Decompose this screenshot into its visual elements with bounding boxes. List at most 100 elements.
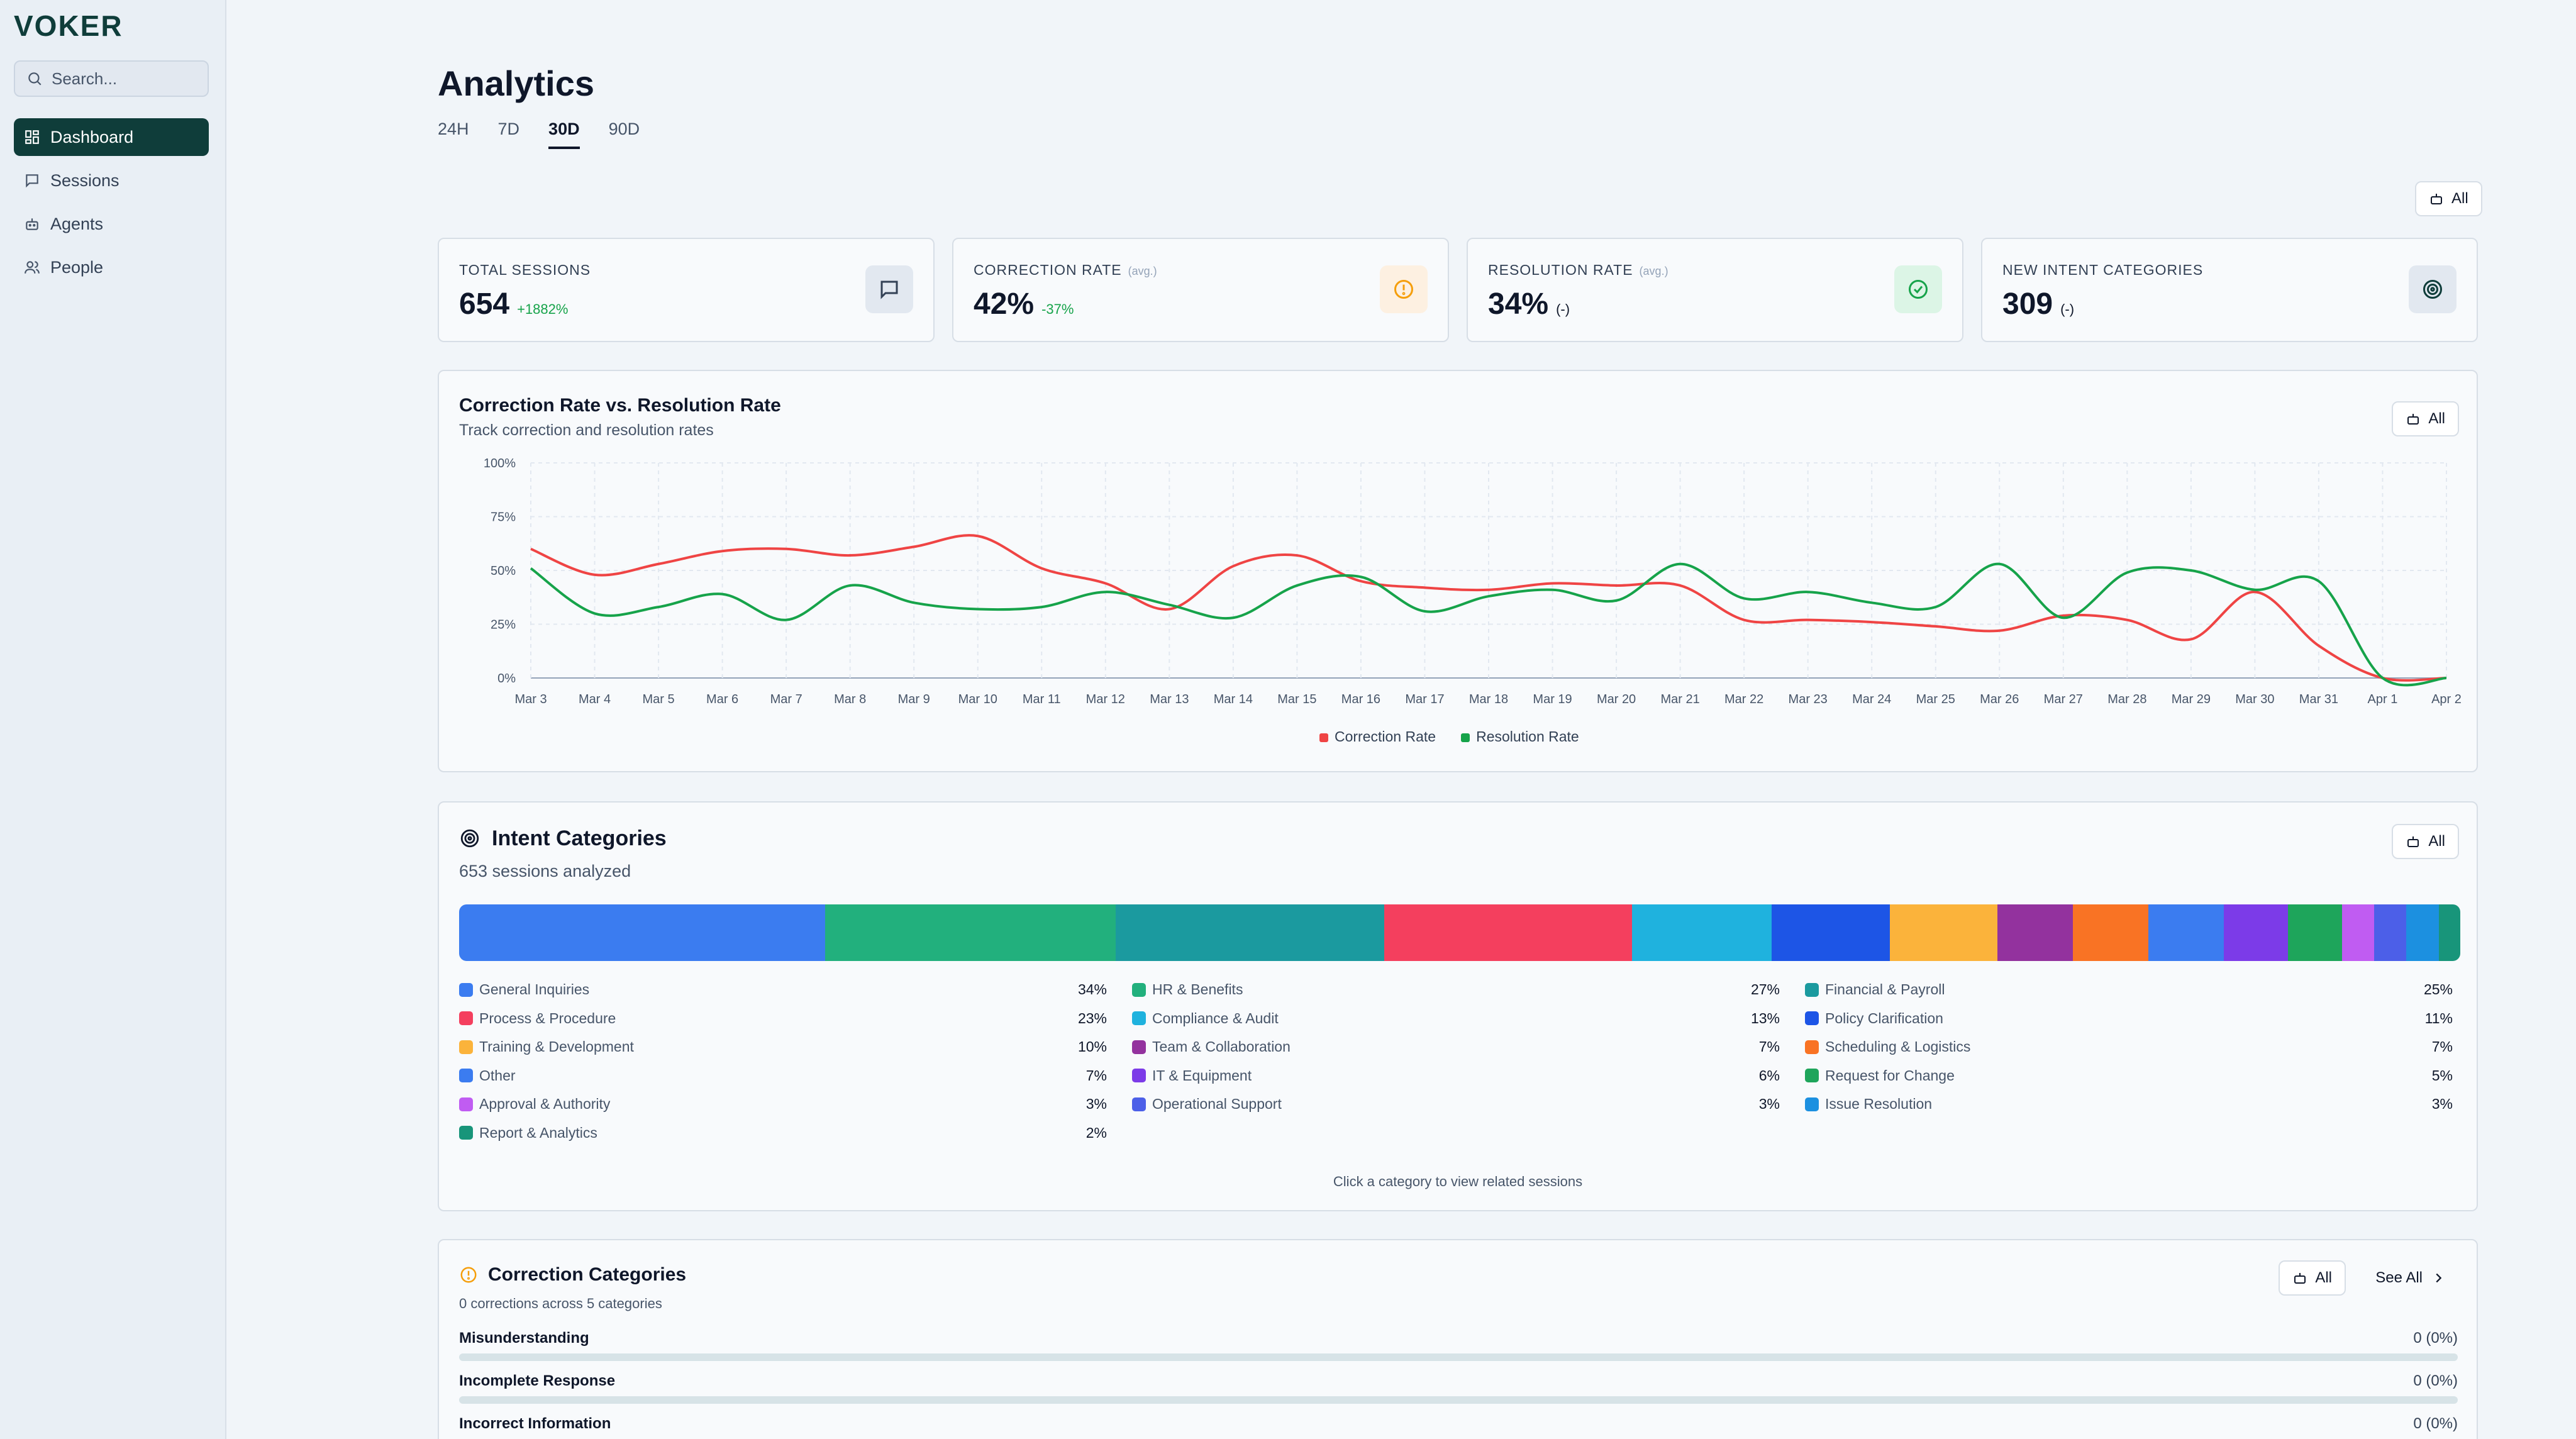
data-point[interactable] <box>1359 579 1363 583</box>
tab-30d[interactable]: 30D <box>548 119 580 149</box>
data-point[interactable] <box>1806 618 1810 622</box>
intent-filter-button[interactable]: All <box>2392 824 2459 859</box>
data-point[interactable] <box>1423 586 1426 589</box>
series-line-resolution-rate[interactable] <box>530 562 2447 687</box>
data-point[interactable] <box>784 618 788 622</box>
data-point[interactable] <box>2189 569 2193 572</box>
data-point[interactable] <box>784 547 788 551</box>
data-point[interactable] <box>2253 588 2257 592</box>
intent-category-item[interactable]: Process & Procedure <box>459 1010 616 1027</box>
data-point[interactable] <box>2189 637 2193 641</box>
sidebar-item-sessions[interactable]: Sessions <box>14 162 209 199</box>
intent-category-item[interactable]: Policy Clarification <box>1805 1010 1943 1027</box>
app-logo[interactable]: VOKER <box>14 9 123 42</box>
data-point[interactable] <box>1614 599 1618 603</box>
data-point[interactable] <box>2125 618 2129 622</box>
intent-bar-segment[interactable] <box>1631 904 1772 961</box>
intent-bar-segment[interactable] <box>2374 904 2407 961</box>
see-all-link[interactable]: See All <box>2375 1269 2445 1287</box>
intent-category-item[interactable]: HR & Benefits <box>1132 981 1243 998</box>
intent-bar-segment[interactable] <box>2073 904 2148 961</box>
data-point[interactable] <box>1679 584 1682 587</box>
correction-row-misunderstanding[interactable]: Misunderstanding 0 (0%) <box>459 1330 2458 1361</box>
legend-item-correction[interactable]: Correction Rate <box>1319 728 1436 745</box>
data-point[interactable] <box>912 545 916 548</box>
data-point[interactable] <box>1040 605 1043 609</box>
search-input[interactable]: Search... <box>14 60 209 97</box>
intent-bar-segment[interactable] <box>1115 904 1385 961</box>
data-point[interactable] <box>1742 596 1746 600</box>
data-point[interactable] <box>2062 616 2065 619</box>
data-point[interactable] <box>1679 562 1682 566</box>
intent-bar-segment[interactable] <box>1890 904 1998 961</box>
data-point[interactable] <box>2317 644 2321 648</box>
intent-category-item[interactable]: General Inquiries <box>459 981 589 998</box>
data-point[interactable] <box>1104 590 1108 594</box>
intent-bar-segment[interactable] <box>824 904 1116 961</box>
data-point[interactable] <box>976 608 980 611</box>
intent-category-item[interactable]: Request for Change <box>1805 1067 1955 1084</box>
data-point[interactable] <box>1295 584 1299 587</box>
agent-filter-button[interactable]: All <box>2415 181 2482 216</box>
tab-90d[interactable]: 90D <box>608 119 640 138</box>
data-point[interactable] <box>593 573 597 577</box>
tab-24h[interactable]: 24H <box>438 119 469 138</box>
series-line-correction-rate[interactable] <box>530 534 2447 682</box>
intent-category-item[interactable]: Training & Development <box>459 1038 634 1055</box>
tab-7d[interactable]: 7D <box>497 119 520 138</box>
data-point[interactable] <box>1104 582 1108 586</box>
data-point[interactable] <box>1997 629 2001 633</box>
data-point[interactable] <box>1806 590 1810 594</box>
intent-category-item[interactable]: Report & Analytics <box>459 1125 597 1142</box>
data-point[interactable] <box>529 547 533 551</box>
data-point[interactable] <box>1870 601 1874 604</box>
data-point[interactable] <box>1742 618 1746 622</box>
intent-bar-segment[interactable] <box>2438 904 2460 961</box>
intent-category-item[interactable]: Compliance & Audit <box>1132 1010 1279 1027</box>
data-point[interactable] <box>721 549 724 553</box>
data-point[interactable] <box>848 584 852 587</box>
intent-bar-segment[interactable] <box>2223 904 2289 961</box>
data-point[interactable] <box>1934 625 1938 628</box>
data-point[interactable] <box>1423 609 1426 613</box>
data-point[interactable] <box>1231 616 1235 619</box>
data-point[interactable] <box>721 592 724 596</box>
data-point[interactable] <box>1551 582 1555 586</box>
correction-row-incorrect-information[interactable]: Incorrect Information 0 (0%) <box>459 1415 2458 1433</box>
intent-bar-segment[interactable] <box>2148 904 2224 961</box>
intent-category-item[interactable]: Scheduling & Logistics <box>1805 1038 1970 1055</box>
data-point[interactable] <box>1934 605 1938 609</box>
intent-category-item[interactable]: Operational Support <box>1132 1096 1282 1113</box>
intent-bar-segment[interactable] <box>2288 904 2342 961</box>
data-point[interactable] <box>529 567 533 570</box>
correction-row-incomplete-response[interactable]: Incomplete Response 0 (0%) <box>459 1372 2458 1404</box>
data-point[interactable] <box>1614 584 1618 587</box>
data-point[interactable] <box>657 562 660 566</box>
data-point[interactable] <box>1167 603 1171 607</box>
data-point[interactable] <box>657 605 660 609</box>
data-point[interactable] <box>1359 575 1363 579</box>
intent-bar-segment[interactable] <box>1384 904 1632 961</box>
intent-bar-segment[interactable] <box>1772 904 1890 961</box>
data-point[interactable] <box>848 553 852 557</box>
data-point[interactable] <box>593 611 597 615</box>
data-point[interactable] <box>2380 676 2384 680</box>
data-point[interactable] <box>1997 562 2001 566</box>
data-point[interactable] <box>1295 553 1299 557</box>
data-point[interactable] <box>1551 588 1555 592</box>
data-point[interactable] <box>1040 567 1043 570</box>
data-point[interactable] <box>1870 620 1874 624</box>
data-point[interactable] <box>1487 588 1491 592</box>
sidebar-item-dashboard[interactable]: Dashboard <box>14 118 209 156</box>
corrections-filter-button[interactable]: All <box>2279 1260 2346 1296</box>
intent-category-item[interactable]: Issue Resolution <box>1805 1096 1932 1113</box>
sidebar-item-people[interactable]: People <box>14 248 209 286</box>
intent-bar-segment[interactable] <box>2341 904 2375 961</box>
intent-category-item[interactable]: Approval & Authority <box>459 1096 610 1113</box>
chart-filter-button[interactable]: All <box>2392 401 2459 436</box>
data-point[interactable] <box>1231 564 1235 568</box>
sidebar-item-agents[interactable]: Agents <box>14 205 209 243</box>
intent-category-item[interactable]: IT & Equipment <box>1132 1067 1252 1084</box>
data-point[interactable] <box>1487 594 1491 598</box>
intent-category-item[interactable]: Team & Collaboration <box>1132 1038 1291 1055</box>
